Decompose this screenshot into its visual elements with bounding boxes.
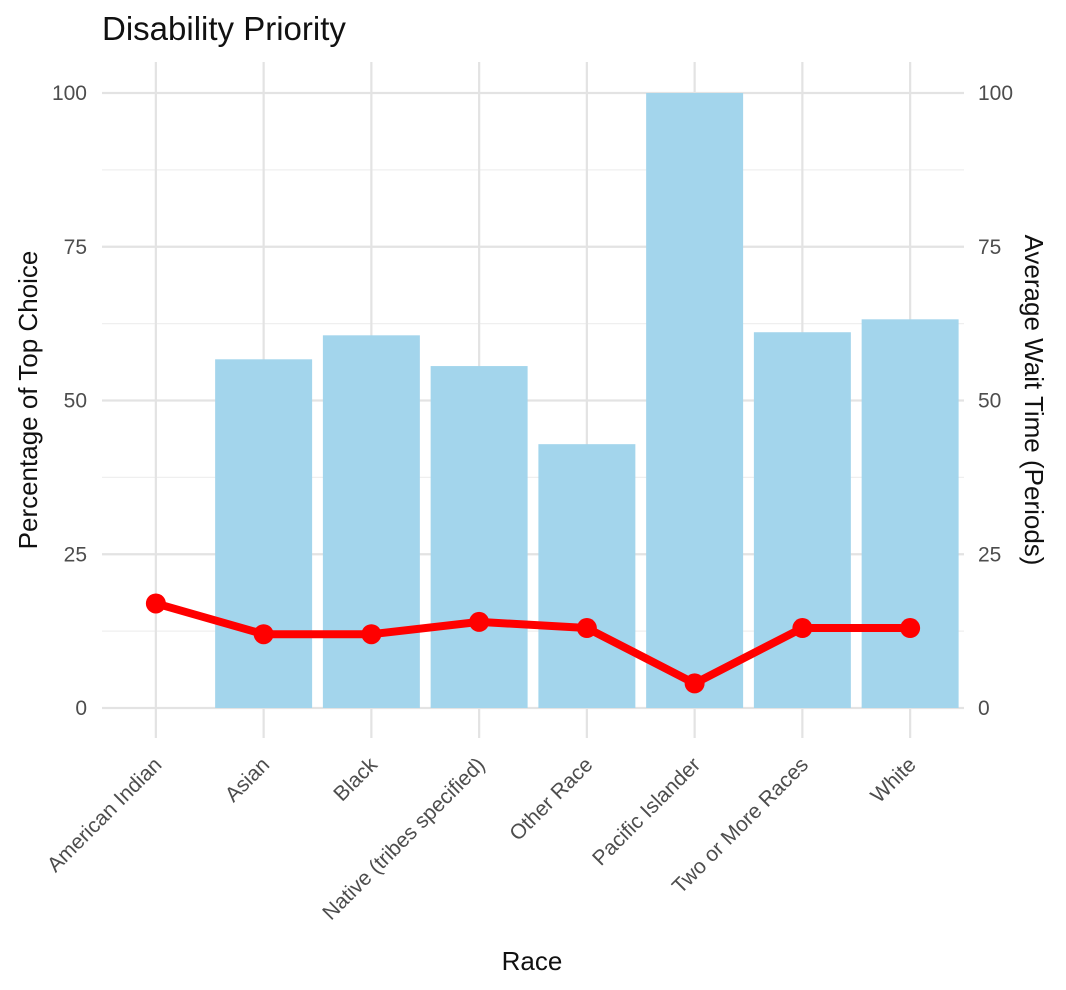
data-point <box>576 618 597 639</box>
bar <box>215 359 313 708</box>
line-series <box>145 593 921 694</box>
y-tick-label: 25 <box>64 543 87 566</box>
y-tick-label: 100 <box>52 82 87 105</box>
bar <box>753 332 851 708</box>
data-point <box>792 618 813 639</box>
series-line <box>151 599 915 688</box>
y2-tick-label: 25 <box>978 543 1001 566</box>
x-tick-label: American Indian <box>43 753 167 877</box>
bar <box>861 319 959 708</box>
y-axis-left-title: Percentage of Top Choice <box>13 251 43 550</box>
x-tick-label: Black <box>329 753 382 806</box>
bar <box>430 366 528 708</box>
data-point <box>684 673 705 694</box>
y-axis-right-title: Average Wait Time (Periods) <box>1019 235 1049 566</box>
y2-tick-label: 0 <box>978 697 990 720</box>
x-tick-label: White <box>866 753 920 807</box>
y2-tick-label: 75 <box>978 236 1001 259</box>
chart-title: Disability Priority <box>102 10 346 47</box>
y2-tick-label: 100 <box>978 82 1013 105</box>
y-tick-label: 0 <box>75 697 87 720</box>
y-tick-label: 75 <box>64 236 87 259</box>
x-tick-label: Asian <box>221 753 274 806</box>
bar-series <box>215 93 959 708</box>
data-point <box>469 611 490 632</box>
bar <box>322 335 420 708</box>
x-tick-label: Pacific Islander <box>588 753 705 870</box>
data-point <box>900 618 921 639</box>
y-axis-left-ticks: 0 25 50 75 100 <box>52 82 87 720</box>
y-axis-right-ticks: 0 25 50 75 100 <box>978 82 1013 720</box>
bar <box>646 93 744 708</box>
x-axis-title: Race <box>502 946 563 976</box>
bar <box>538 444 636 708</box>
y-tick-label: 50 <box>64 390 87 413</box>
x-tick-label: Other Race <box>505 753 597 845</box>
y2-tick-label: 50 <box>978 390 1001 413</box>
data-point <box>361 624 382 645</box>
data-point <box>145 593 166 614</box>
data-point <box>253 624 274 645</box>
